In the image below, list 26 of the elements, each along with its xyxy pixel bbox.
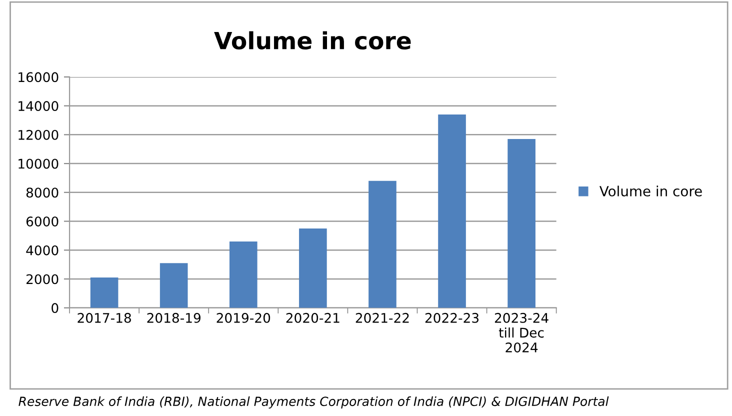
y-tick-label: 2000 — [26, 274, 58, 284]
text: Reserve Bank of India (RBI), National Payments Corporation of India (NPCI) & DIGIDHAN Portal — [18, 396, 609, 409]
x-tick-label: 2018-19 — [147, 312, 200, 323]
y-tick-label: 8000 — [26, 188, 58, 198]
x-tick-label: 2017-18 — [78, 312, 131, 323]
bar — [438, 114, 466, 308]
x-tick-label: 2022-23 — [425, 312, 479, 323]
y-tick-label: 14000 — [18, 101, 58, 112]
x-tick-label: 2019-20 — [216, 312, 270, 323]
x-tick-label: 2020-21 — [286, 312, 340, 323]
bar — [368, 180, 396, 308]
chart-title: Volume in core — [214, 31, 411, 50]
y-tick-label: 4000 — [26, 245, 58, 256]
bar — [160, 263, 188, 308]
x-tick-label: 2021-22 — [356, 312, 409, 323]
y-tick-label: 12000 — [18, 130, 58, 140]
bar — [508, 139, 536, 308]
bar — [90, 278, 118, 308]
x-tick-label: 2023-24 till Dec 2024 — [494, 312, 548, 352]
y-tick-label: 0 — [52, 303, 58, 314]
bar — [229, 241, 258, 308]
y-tick-label: 6000 — [26, 216, 58, 226]
legend-label: Volume in core — [599, 186, 702, 196]
bar — [299, 228, 327, 308]
y-tick-label: 16000 — [18, 72, 58, 82]
y-tick-label: 10000 — [18, 158, 58, 169]
